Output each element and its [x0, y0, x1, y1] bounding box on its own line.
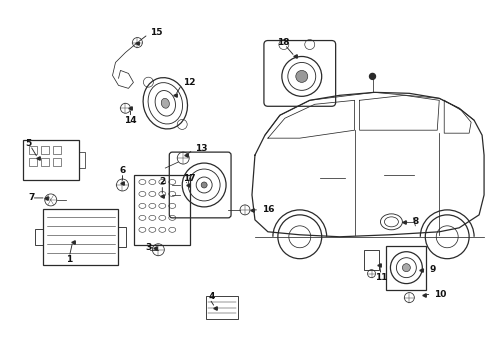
- Text: 7: 7: [29, 193, 35, 202]
- Bar: [386, 246, 426, 289]
- Circle shape: [402, 264, 409, 272]
- Bar: [29, 146, 37, 154]
- Circle shape: [295, 71, 307, 82]
- Bar: [118, 227, 126, 247]
- Bar: [53, 146, 61, 154]
- Text: 5: 5: [26, 139, 32, 148]
- Bar: [206, 296, 238, 319]
- Text: 4: 4: [208, 292, 214, 301]
- Text: 13: 13: [195, 144, 207, 153]
- Text: 18: 18: [276, 38, 288, 47]
- Bar: [29, 158, 37, 166]
- Bar: [35, 229, 42, 245]
- Text: 12: 12: [183, 78, 195, 87]
- Text: 6: 6: [119, 166, 125, 175]
- Bar: [41, 158, 49, 166]
- Circle shape: [201, 182, 207, 188]
- Circle shape: [369, 73, 375, 80]
- Bar: [134, 175, 190, 245]
- Text: 1: 1: [65, 255, 72, 264]
- Text: 2: 2: [159, 177, 165, 186]
- Text: 14: 14: [124, 116, 137, 125]
- Bar: [363, 250, 379, 270]
- Text: 17: 17: [183, 174, 196, 183]
- Text: 15: 15: [150, 28, 163, 37]
- Bar: [79, 152, 84, 168]
- Text: 8: 8: [411, 217, 418, 226]
- Text: 16: 16: [262, 206, 274, 215]
- Bar: [53, 158, 61, 166]
- Bar: [41, 146, 49, 154]
- Text: 11: 11: [374, 273, 387, 282]
- Ellipse shape: [161, 98, 169, 108]
- Bar: [42, 209, 118, 265]
- Text: 10: 10: [433, 290, 446, 299]
- Bar: [23, 140, 79, 180]
- Text: 3: 3: [145, 243, 151, 252]
- Text: 9: 9: [428, 265, 435, 274]
